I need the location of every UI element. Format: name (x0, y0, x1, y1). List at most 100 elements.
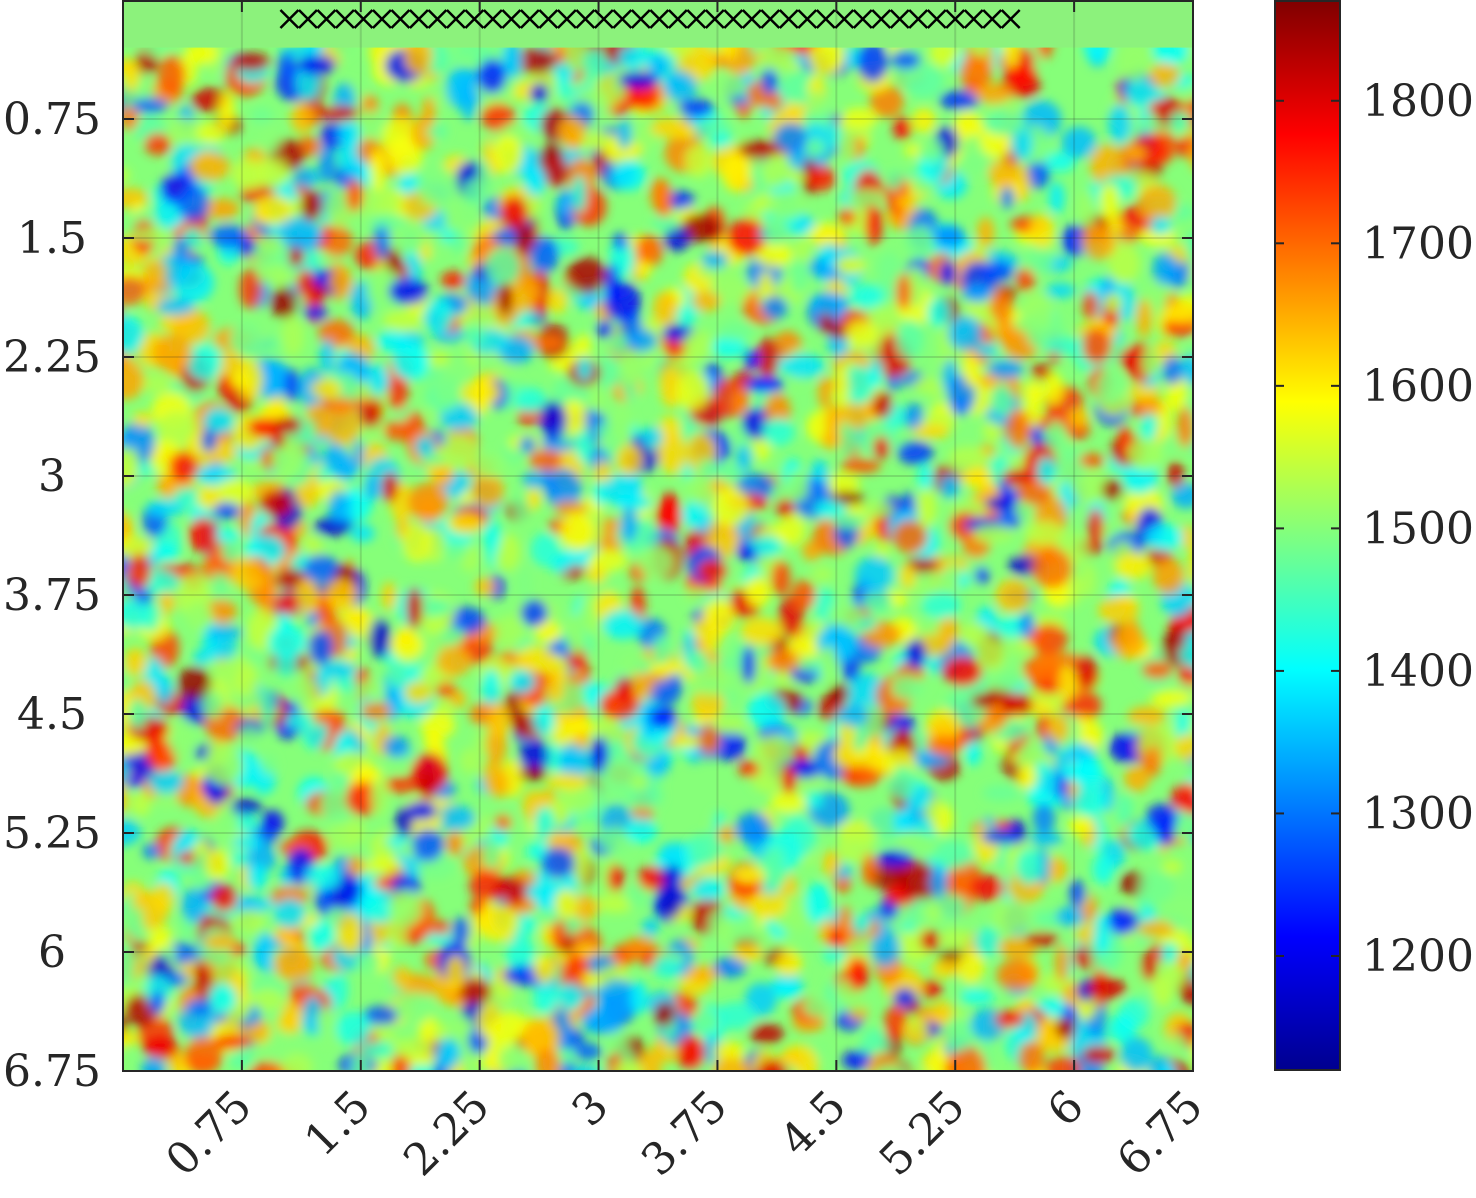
heatmap-cell (140, 373, 172, 394)
colorbar-tick-label: 1500 (1362, 503, 1474, 554)
heatmap-cell (246, 863, 268, 891)
receiver-marker (279, 9, 300, 29)
heatmap-cell (616, 444, 643, 476)
heatmap-cell (296, 269, 315, 298)
heatmap-cell (1124, 765, 1150, 792)
heatmap-cell (1116, 552, 1152, 580)
heatmap-cell (363, 1005, 399, 1025)
heatmap-cell (827, 929, 845, 948)
heatmap-cell (1108, 243, 1141, 284)
heatmap-cell (474, 577, 497, 597)
heatmap-cell (407, 482, 449, 522)
heatmap-cell (717, 825, 735, 844)
heatmap-cell (123, 647, 147, 677)
heatmap-cell (423, 298, 454, 334)
heatmap-cell (571, 175, 587, 213)
heatmap-cell (1077, 189, 1096, 228)
heatmap-cell (361, 857, 403, 875)
heatmap-cell (383, 776, 419, 794)
heatmap-cell (745, 377, 784, 392)
heatmap-cell (651, 957, 682, 979)
heatmap-cell (145, 499, 186, 517)
heatmap-cell (539, 401, 567, 441)
x-tick-label: 4.5 (771, 1081, 857, 1167)
heatmap-cell (530, 532, 560, 567)
receiver-marker (982, 9, 1003, 29)
heatmap-cell (246, 645, 271, 667)
heatmap-cell (435, 681, 457, 699)
heatmap-cell (697, 559, 728, 582)
heatmap-cell (350, 524, 375, 543)
heatmap-cell (716, 1002, 757, 1030)
heatmap-cell (649, 706, 677, 729)
heatmap-cell (1138, 184, 1177, 222)
heatmap-cell (216, 478, 254, 505)
heatmap-cell (712, 1057, 752, 1071)
heatmap-cell (990, 382, 1014, 416)
heatmap-cell (381, 581, 397, 611)
heatmap-cell (529, 83, 549, 103)
heatmap-cell (874, 541, 891, 559)
heatmap-cell (892, 116, 912, 140)
heatmap-cell (595, 356, 624, 389)
heatmap-cell (683, 329, 713, 360)
heatmap-cell (533, 982, 560, 1014)
heatmap-cell (403, 254, 422, 285)
heatmap-cell (169, 719, 194, 761)
heatmap-cell (395, 991, 434, 1025)
heatmap-cell (149, 991, 166, 1015)
heatmap-cell (805, 882, 832, 925)
heatmap-cell (992, 901, 1029, 933)
colorbar-tick-label: 1400 (1362, 646, 1474, 697)
heatmap-cell (1174, 734, 1193, 762)
heatmap-cell (767, 191, 807, 219)
heatmap-cell (440, 270, 466, 290)
heatmap-cell (591, 736, 609, 776)
heatmap-cell (807, 222, 846, 245)
heatmap-cell (557, 116, 587, 148)
heatmap-cell (905, 225, 935, 259)
heatmap-cell (1029, 214, 1055, 249)
heatmap-cell (840, 459, 882, 474)
heatmap-cell (305, 864, 342, 891)
heatmap-cell (1188, 543, 1193, 582)
heatmap-cell (1047, 856, 1068, 883)
heatmap-cell (911, 108, 937, 134)
heatmap-cell (551, 919, 567, 951)
heatmap-cell (1031, 363, 1052, 380)
heatmap-cell (533, 335, 564, 351)
heatmap-cell (865, 205, 883, 246)
heatmap-cell (500, 196, 529, 230)
plot-frame (122, 0, 1194, 1072)
heatmap-cell (1012, 316, 1053, 334)
heatmap-cell (1152, 557, 1185, 595)
receiver-marker (409, 9, 429, 29)
heatmap-cell (1146, 524, 1184, 551)
heatmap-cell (686, 650, 709, 674)
heatmap-cell (618, 71, 660, 89)
receiver-marker (446, 9, 466, 29)
heatmap-cell (887, 169, 903, 191)
heatmap-cell (686, 964, 721, 982)
heatmap-cell (573, 1042, 602, 1060)
colorbar-tick-label: 1700 (1362, 218, 1474, 269)
heatmap-cell (614, 494, 652, 512)
heatmap-cell (921, 591, 962, 619)
heatmap-cell (1184, 233, 1193, 264)
heatmap-cell (522, 471, 548, 489)
heatmap-cell (939, 474, 961, 499)
heatmap-cell (807, 165, 836, 192)
heatmap-cell (1029, 831, 1063, 847)
heatmap-cell (909, 751, 950, 768)
heatmap-cell (643, 347, 658, 371)
y-tick-label: 2.25 (3, 332, 101, 383)
heatmap-cell (260, 753, 277, 775)
heatmap-cell (347, 856, 365, 877)
receiver-marker (353, 9, 374, 29)
heatmap-cell (128, 905, 144, 942)
heatmap-cell (392, 342, 429, 381)
receiver-marker (686, 9, 707, 29)
heatmap-cell (513, 491, 529, 521)
heatmap-cell (383, 735, 410, 758)
heatmap-cell (168, 451, 198, 483)
